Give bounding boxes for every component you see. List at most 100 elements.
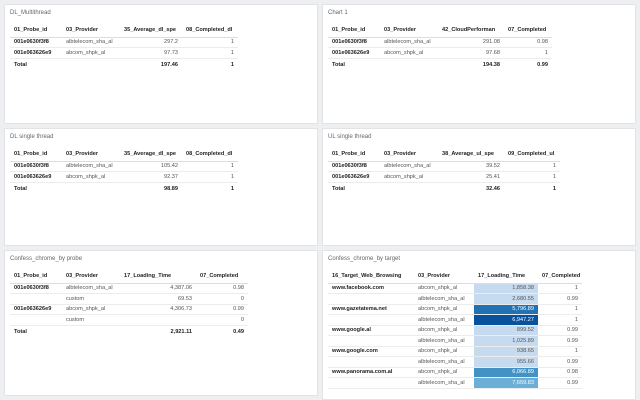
panel-confess-chrome-by-probe: Confess_chrome_by probe 01_Probe_id 03_Pro…: [4, 250, 318, 396]
table-row: 001e0630f3f8 albtelecom_sha_al 297.2 1: [10, 37, 238, 48]
value-cell: 0.99: [538, 356, 582, 368]
value-cell: 0.99: [538, 325, 582, 336]
provider-cell: albtelecom_sha_al: [414, 377, 474, 389]
provider-cell: albtelecom_sha_al: [380, 161, 438, 172]
panel-ul-single-thread: UL single thread 01_Probe_id 03_Provider 38…: [322, 128, 636, 246]
total-label: Total: [14, 329, 27, 336]
total-row: Total 194.38 0.99: [328, 58, 552, 72]
row-label-cell: www.gazetatema.net: [328, 304, 414, 315]
total-cell: 2,921.11: [170, 329, 192, 336]
provider-cell: abcom_shpk_al: [380, 47, 438, 59]
value-cell: 0.99: [538, 335, 582, 347]
column-header[interactable]: 08_Completed_dl: [182, 23, 238, 38]
panel-title: Confess_chrome_by target: [328, 256, 401, 262]
column-header[interactable]: 03_Provider: [414, 269, 474, 284]
panel-title: DL_Multithread: [10, 10, 51, 16]
column-header[interactable]: 16_Target_Web_Browsing: [328, 269, 414, 284]
pivot-table: 01_Probe_id 03_Provider 35_Average_dl_spe 0…: [10, 23, 238, 72]
row-label-cell: 001e0630f3f8: [10, 37, 62, 48]
row-label-cell: [328, 356, 414, 368]
total-cell: [380, 182, 438, 196]
row-label-cell: [328, 377, 414, 389]
table-row: 001e0630f3f8 albtelecom_sha_al 105.42 1: [10, 161, 238, 172]
total-cell: [380, 58, 438, 72]
column-header[interactable]: 03_Provider: [380, 147, 438, 162]
column-header[interactable]: 03_Provider: [62, 269, 120, 284]
column-header[interactable]: 09_Completed_ul: [504, 147, 560, 162]
table-row: albtelecom_sha_al 2,680.55 0.99: [328, 293, 582, 305]
value-cell: 1: [538, 346, 582, 357]
column-header[interactable]: 03_Provider: [380, 23, 438, 38]
column-header[interactable]: 08_Completed_dl: [182, 147, 238, 162]
provider-cell: abcom_shpk_al: [62, 47, 120, 59]
value-cell: 4,387.06: [120, 283, 196, 294]
total-cell: 98.89: [164, 186, 178, 193]
column-header[interactable]: 01_Probe_id: [10, 147, 62, 162]
panel-title: UL single thread: [328, 134, 372, 140]
pivot-table: 01_Probe_id 03_Provider 38_Average_ul_spe 0…: [328, 147, 560, 196]
column-header[interactable]: 17_Loading_Time: [120, 269, 196, 284]
column-header[interactable]: 07_Completed: [504, 23, 552, 38]
value-cell: 1: [182, 37, 238, 48]
column-header[interactable]: 01_Probe_id: [328, 147, 380, 162]
value-cell: 6,947.27: [474, 314, 538, 326]
table-header-row: 01_Probe_id 03_Provider 35_Average_dl_spe 0…: [10, 147, 238, 162]
column-header[interactable]: 17_Loading_Time: [474, 269, 538, 284]
pivot-table: 01_Probe_id 03_Provider 17_Loading_Time 07_…: [10, 269, 248, 339]
total-cell: 32.46: [486, 186, 500, 193]
table-row: www.gazetatema.net abcom_shpk_al 5,796.89 1: [328, 304, 582, 315]
value-cell: 0.99: [538, 377, 582, 389]
total-cell: 1: [552, 186, 556, 193]
table-row: 001e0630f3f8 albtelecom_sha_al 4,387.06 0.9…: [10, 283, 248, 294]
value-cell: 1,025.89: [474, 335, 538, 347]
value-cell: 25.41: [438, 171, 504, 183]
row-label-cell: 001e0630f3f8: [10, 283, 62, 294]
table-row: www.google.al abcom_shpk_al 899.52 0.99: [328, 325, 582, 336]
column-header[interactable]: 01_Probe_id: [328, 23, 380, 38]
total-cell: [62, 182, 120, 196]
panel-confess-chrome-by-target: Confess_chrome_by target 16_Target_Web_Br…: [322, 250, 636, 400]
value-cell: 5,796.89: [474, 304, 538, 315]
value-cell: 1: [538, 314, 582, 326]
table-row: 001e063626e9 abcom_shpk_al 92.37 1: [10, 171, 238, 183]
pivot-table: 01_Probe_id 03_Provider 35_Average_dl_spe 0…: [10, 147, 238, 196]
panel-chart-1: Chart 1 01_Probe_id 03_Provider 42_CloudPer…: [322, 4, 636, 124]
pivot-table: 16_Target_Web_Browsing 03_Provider 17_Load…: [328, 269, 582, 389]
column-header[interactable]: 07_Completed: [538, 269, 582, 284]
provider-cell: abcom_shpk_al: [414, 346, 474, 357]
provider-cell: abcom_shpk_al: [62, 304, 120, 315]
provider-cell: abcom_shpk_al: [380, 171, 438, 183]
column-header[interactable]: 01_Probe_id: [10, 23, 62, 38]
table-row: 001e0630f3f8 albtelecom_sha_al 291.08 0.98: [328, 37, 552, 48]
total-row: Total 98.89 1: [10, 182, 238, 196]
column-header[interactable]: 35_Average_dl_spe: [120, 23, 182, 38]
value-cell: 1: [182, 171, 238, 183]
column-header[interactable]: 42_CloudPerforman: [438, 23, 504, 38]
value-cell: 291.08: [438, 37, 504, 48]
value-cell: 97.73: [120, 47, 182, 59]
row-label-cell: 001e063626e9: [10, 47, 62, 59]
provider-cell: albtelecom_sha_al: [62, 161, 120, 172]
column-header[interactable]: 03_Provider: [62, 23, 120, 38]
panel-dl-multithread: DL_Multithread 01_Probe_id 03_Provider 35_A…: [4, 4, 318, 124]
column-header[interactable]: 03_Provider: [62, 147, 120, 162]
table-header-row: 01_Probe_id 03_Provider 42_CloudPerforman 0…: [328, 23, 552, 38]
total-cell: [62, 325, 120, 339]
value-cell: 6,066.89: [474, 367, 538, 378]
value-cell: 0.99: [196, 304, 248, 315]
row-label-cell: www.facebook.com: [328, 283, 414, 294]
value-cell: 0: [196, 293, 248, 305]
column-header[interactable]: 01_Probe_id: [10, 269, 62, 284]
column-header[interactable]: 07_Completed: [196, 269, 248, 284]
table-header-row: 01_Probe_id 03_Provider 38_Average_ul_spe 0…: [328, 147, 560, 162]
value-cell: [120, 314, 196, 326]
value-cell: 1: [504, 47, 552, 59]
column-header[interactable]: 35_Average_dl_spe: [120, 147, 182, 162]
table-header-row: 01_Probe_id 03_Provider 17_Loading_Time 07_…: [10, 269, 248, 284]
total-cell: 0.49: [233, 329, 244, 336]
row-label-cell: [10, 314, 62, 326]
value-cell: 92.37: [120, 171, 182, 183]
column-header[interactable]: 38_Average_ul_spe: [438, 147, 504, 162]
table-row: www.facebook.com abcom_shpk_al 1,858.38 1: [328, 283, 582, 294]
